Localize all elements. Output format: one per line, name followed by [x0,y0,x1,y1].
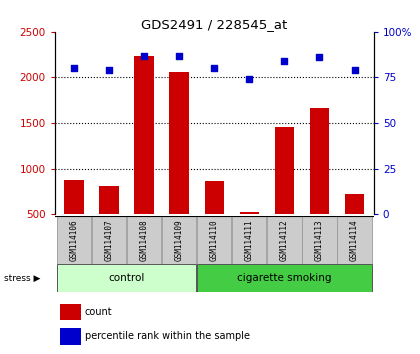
Text: GSM114107: GSM114107 [105,219,113,261]
Point [316,55,323,60]
Point [71,65,77,71]
Point [211,65,218,71]
Bar [134,56,154,260]
Point [141,53,147,58]
Bar [197,216,231,264]
Point [281,58,288,64]
Bar [127,216,161,264]
Point [351,67,358,73]
Bar [57,216,91,264]
Bar [92,216,126,264]
Text: control: control [108,273,145,283]
Bar [64,181,84,260]
Bar [337,216,372,264]
Bar [170,72,189,260]
Text: GSM114108: GSM114108 [139,219,149,261]
Text: stress ▶: stress ▶ [4,274,41,283]
Bar [162,216,196,264]
Bar [310,108,329,260]
Bar [205,181,224,260]
Text: GSM114110: GSM114110 [210,219,219,261]
Bar [267,216,302,264]
Bar [275,127,294,260]
Point [246,76,253,82]
Text: cigarette smoking: cigarette smoking [237,273,332,283]
Text: GSM114113: GSM114113 [315,219,324,261]
Text: GSM114112: GSM114112 [280,219,289,261]
Bar [197,264,372,292]
Title: GDS2491 / 228545_at: GDS2491 / 228545_at [141,18,287,31]
Text: percentile rank within the sample: percentile rank within the sample [84,331,249,342]
Bar [232,216,266,264]
Text: GSM114114: GSM114114 [350,219,359,261]
Text: count: count [84,307,112,317]
Bar [60,304,81,320]
Bar [302,216,336,264]
Bar [57,264,196,292]
Bar [99,186,118,260]
Text: GSM114106: GSM114106 [69,219,79,261]
Point [176,53,182,58]
Text: GSM114111: GSM114111 [245,219,254,261]
Bar [345,194,364,260]
Point [105,67,112,73]
Bar [60,328,81,345]
Text: GSM114109: GSM114109 [175,219,184,261]
Bar [240,212,259,260]
